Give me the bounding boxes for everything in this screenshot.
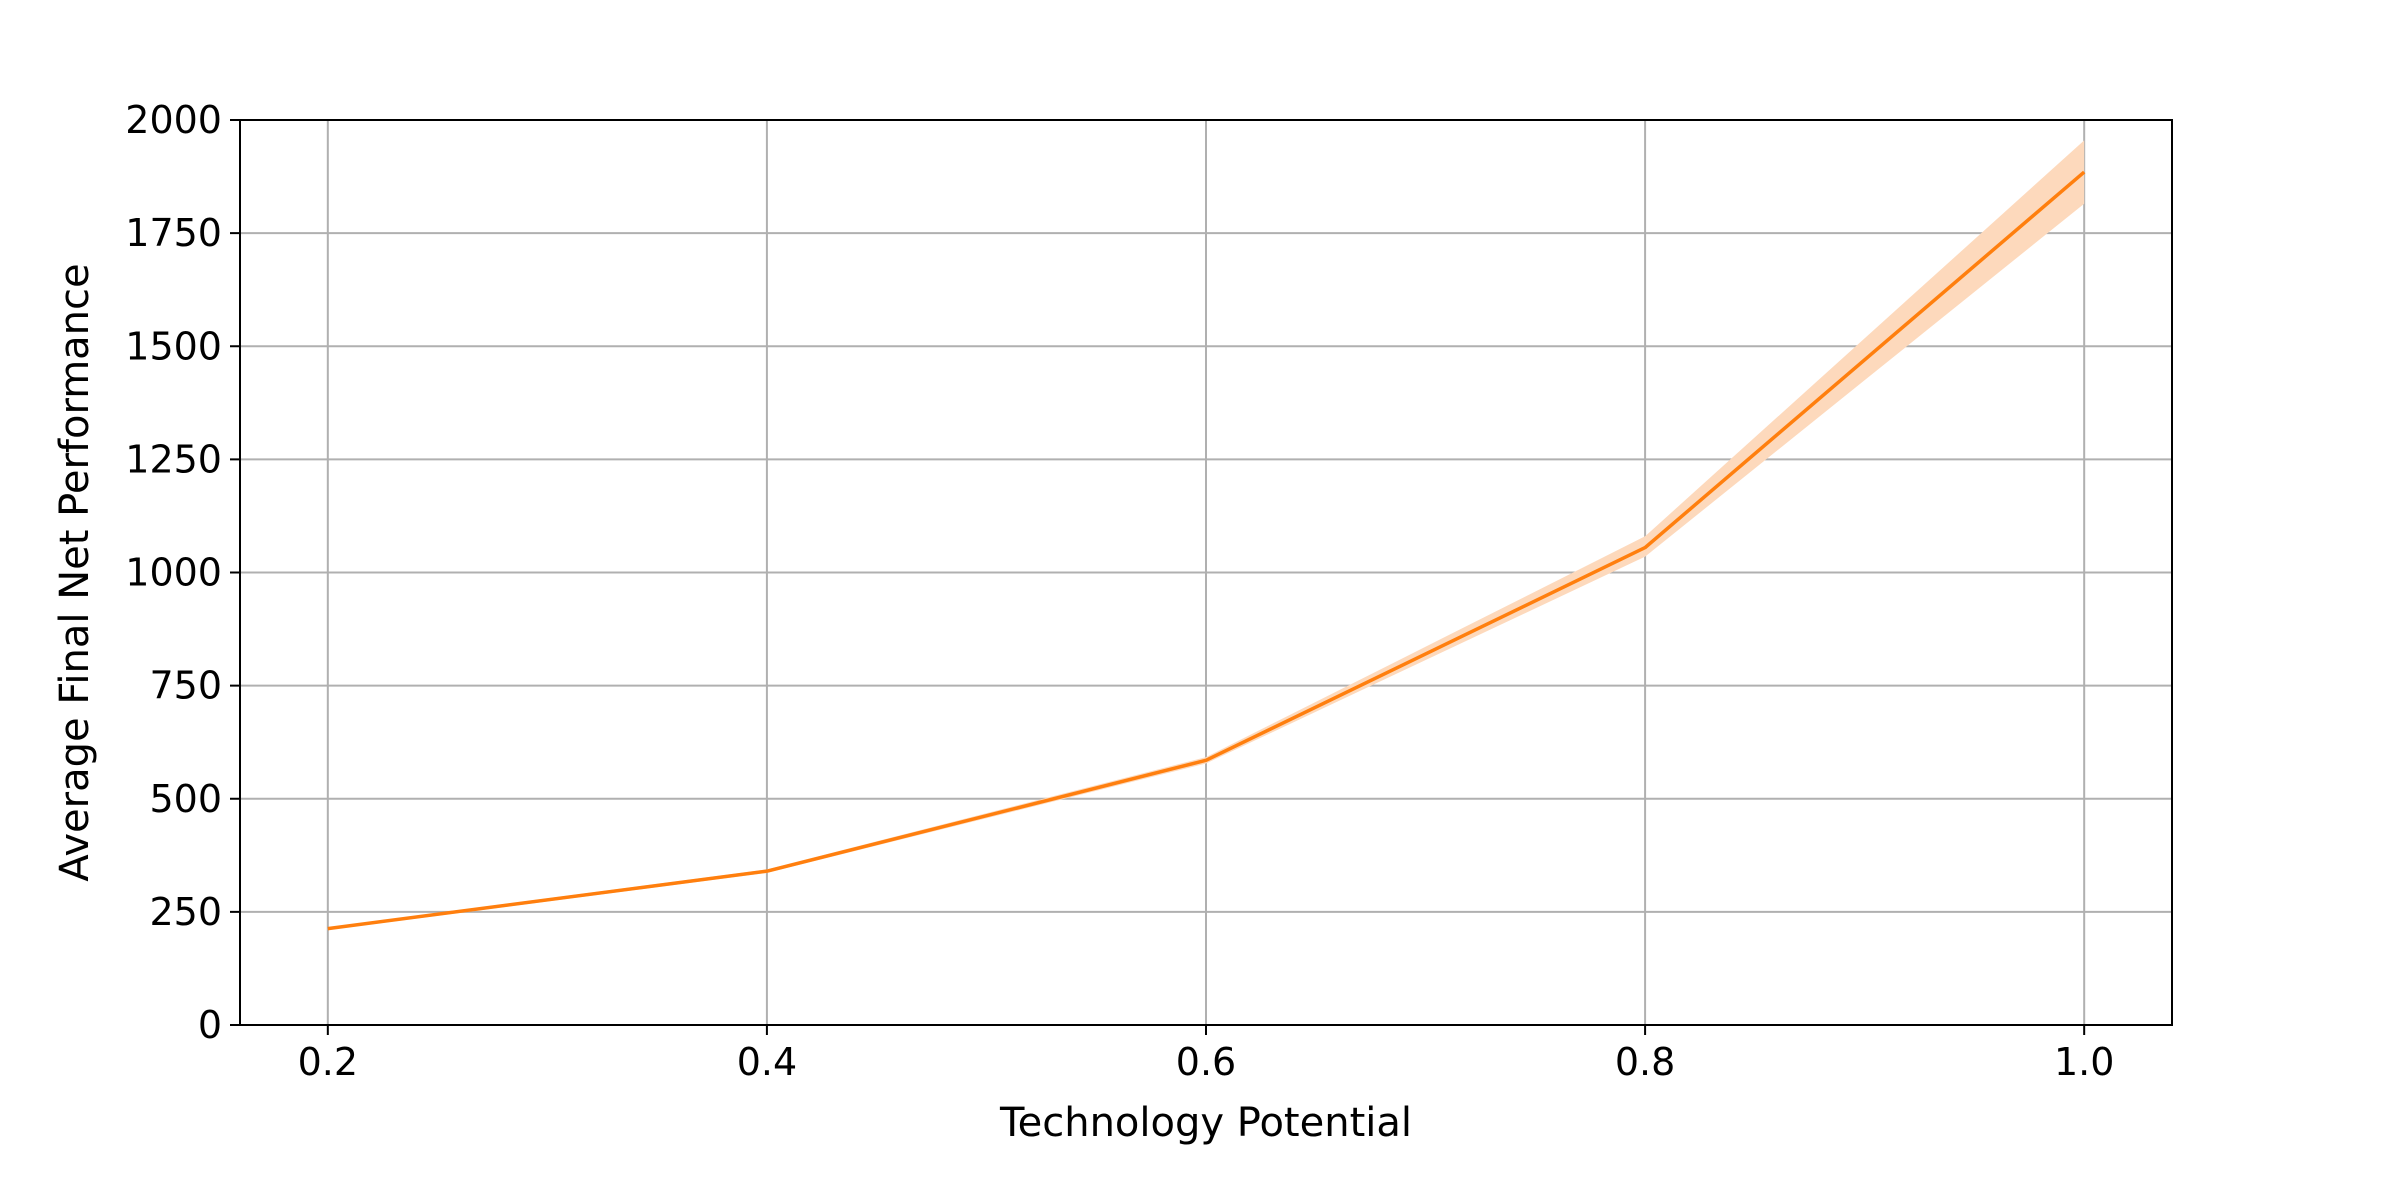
y-tick-label-3: 750 <box>149 664 222 708</box>
y-tick-label-1: 250 <box>149 890 222 934</box>
y-tick-label-7: 1750 <box>125 211 222 255</box>
y-tick-label-4: 1000 <box>125 551 222 595</box>
series-line <box>327 170 2086 931</box>
y-tick-label-6: 1500 <box>125 324 222 368</box>
x-tick-label-4: 1.0 <box>2054 1040 2114 1084</box>
y-tick-label-0: 0 <box>198 1003 222 1047</box>
x-tick-label-3: 0.8 <box>1615 1040 1675 1084</box>
y-tick-label-5: 1250 <box>125 437 222 481</box>
y-tick-label-8: 2000 <box>125 98 222 142</box>
x-tick-label-1: 0.4 <box>737 1040 797 1084</box>
y-axis-label: Average Final Net Performance <box>52 263 98 881</box>
x-tick-label-0: 0.2 <box>298 1040 358 1084</box>
y-tick-label-2: 500 <box>149 777 222 821</box>
y-axis-ticks: 0 250 500 750 1000 1250 1500 1750 2000 <box>125 98 240 1047</box>
grid <box>240 119 2172 1026</box>
x-axis-ticks: 0.2 0.4 0.6 0.8 1.0 <box>298 1025 2114 1084</box>
x-axis-label: Technology Potential <box>999 1100 1412 1146</box>
x-tick-label-2: 0.6 <box>1176 1040 1236 1084</box>
